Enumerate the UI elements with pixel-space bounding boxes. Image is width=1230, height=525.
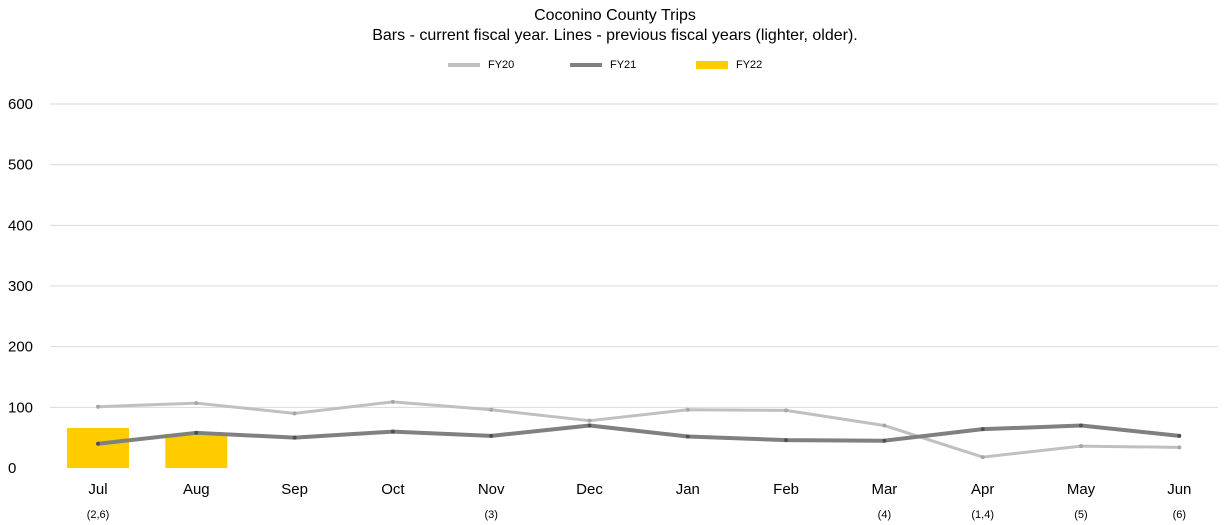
y-tick-label: 500 xyxy=(8,157,33,174)
y-tick-label: 600 xyxy=(8,96,33,113)
x-tick-label: Feb xyxy=(773,481,799,498)
point-fy21 xyxy=(1177,433,1182,438)
legend-item-fy22: FY22 xyxy=(696,55,762,75)
point-fy21 xyxy=(96,441,100,446)
legend-label-fy21: FY21 xyxy=(610,59,637,71)
x-tick-label: Jul xyxy=(88,481,107,498)
chart-subtitle: Bars - current fiscal year. Lines - prev… xyxy=(372,27,858,44)
legend-label-fy20: FY20 xyxy=(488,59,515,71)
line-fy20 xyxy=(97,400,1180,459)
point-fy20 xyxy=(1177,445,1182,450)
point-fy21 xyxy=(292,435,297,440)
x-tick-label: Oct xyxy=(381,481,405,498)
y-tick-label: 400 xyxy=(8,217,33,234)
x-tick-label: Nov xyxy=(478,481,505,498)
x-category-note: (2,6) xyxy=(87,509,110,521)
x-tick-label: May xyxy=(1067,481,1096,498)
point-fy20 xyxy=(96,404,100,409)
point-fy21 xyxy=(587,423,592,428)
legend-item-fy21: FY21 xyxy=(570,55,636,75)
x-category-note: (6) xyxy=(1173,509,1186,521)
point-fy20 xyxy=(194,401,199,406)
point-fy20 xyxy=(980,455,985,460)
legend-label-fy22: FY22 xyxy=(736,59,763,71)
point-fy21 xyxy=(1079,423,1083,428)
x-tick-label: Apr xyxy=(971,481,994,498)
y-tick-label: 200 xyxy=(8,339,33,356)
x-tick-label: Sep xyxy=(281,481,308,498)
x-category-note: (3) xyxy=(484,509,497,521)
x-category-note: (5) xyxy=(1074,509,1087,521)
point-fy20 xyxy=(685,407,690,412)
bar-fy22 xyxy=(67,427,129,468)
y-tick-label: 300 xyxy=(8,278,33,295)
x-category-note: (1,4) xyxy=(971,509,994,521)
x-tick-label: Dec xyxy=(576,481,603,498)
y-tick-label: 0 xyxy=(8,460,16,477)
y-tick-label: 100 xyxy=(8,399,33,416)
point-fy20 xyxy=(390,399,395,404)
point-fy21 xyxy=(390,429,395,434)
x-tick-label: Jun xyxy=(1167,481,1191,498)
point-fy21 xyxy=(784,438,789,443)
legend-item-fy20: FY20 xyxy=(448,55,514,75)
legend-swatch-fy21 xyxy=(570,63,602,67)
point-fy20 xyxy=(489,407,494,412)
chart-title: Coconino County Trips xyxy=(534,7,696,24)
point-fy21 xyxy=(489,433,494,438)
x-tick-label: Mar xyxy=(871,481,897,498)
line-fy21 xyxy=(97,423,1180,446)
point-fy21 xyxy=(980,427,985,432)
x-tick-label: Jan xyxy=(676,481,700,498)
point-fy20 xyxy=(587,418,592,423)
point-fy20 xyxy=(784,408,789,413)
legend: FY20 FY21 FY22 xyxy=(0,55,1230,75)
point-fy21 xyxy=(882,438,887,443)
point-fy21 xyxy=(685,434,690,439)
point-fy20 xyxy=(1079,444,1083,449)
legend-swatch-fy22 xyxy=(696,61,728,69)
x-category-note: (4) xyxy=(878,509,891,521)
bar-fy22 xyxy=(165,434,228,468)
x-tick-label: Aug xyxy=(183,481,210,498)
point-fy20 xyxy=(882,423,887,428)
legend-swatch-fy20 xyxy=(448,63,480,67)
point-fy20 xyxy=(292,411,297,416)
point-fy21 xyxy=(194,430,199,435)
